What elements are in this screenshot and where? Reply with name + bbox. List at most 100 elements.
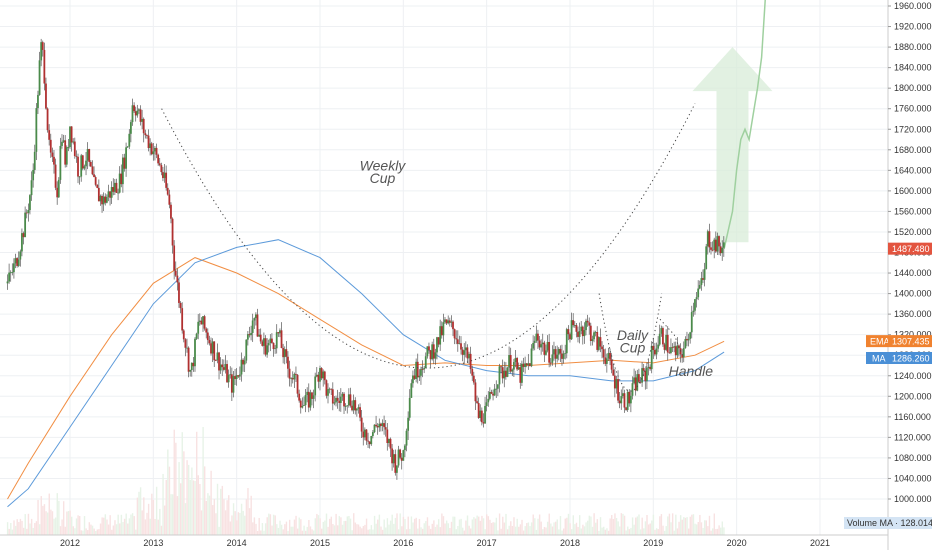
volume-bar [115,524,118,535]
volume-bar [410,516,413,535]
price-axis[interactable]: 1960.000 1920.000 1880.000 1840.000 1800.000… [887,0,932,550]
volume-bar [181,432,183,535]
candle-body [567,329,570,335]
candle-body [88,149,91,162]
volume-bar [369,529,371,535]
candle-body [158,163,161,166]
candle-body [178,282,180,303]
price-tick-label: 1640.000 [894,165,932,175]
volume-bar [359,526,361,535]
candle-body [333,402,336,404]
volume-bar [210,470,212,535]
volume-bar [77,515,79,535]
candle-body [418,375,421,378]
volume-bar [250,495,252,535]
volume-bar [349,518,352,535]
candle-body [138,109,140,111]
volume-bar [365,518,368,535]
volume-bar [130,514,132,535]
candle-body [213,341,216,361]
candle-body [61,141,63,146]
price-tick-label: 1160.000 [894,412,931,422]
volume-bar [165,479,167,535]
volume-ma-badge [844,517,932,529]
candle-body [62,140,65,142]
candle-body [394,454,397,473]
candle-body [173,245,176,271]
candle-body [597,337,600,350]
time-axis[interactable]: 2012 2013 2014 2015 2016 2017 2018 2019 2020 2021 [0,534,888,548]
volume-bar [195,431,198,535]
candle-body [96,184,99,188]
candle-body [649,366,652,370]
volume-bar [473,517,475,535]
projection-arrow [692,47,773,243]
time-tick-label: 2012 [60,538,80,548]
candle-body [689,332,692,339]
price-tick-label: 1520.000 [894,227,932,237]
volume-bar [42,505,44,535]
candle-body [522,363,525,367]
candle-body [508,355,510,368]
candle-body [458,343,461,345]
volume-bar [314,518,316,535]
volume-bar [548,513,550,535]
candle-body [30,180,33,196]
candle-body [468,353,470,359]
candle-body [362,431,365,438]
volume-bar [683,517,685,535]
volume-bar [638,514,640,535]
volume-bar [643,528,645,535]
volume-bar [144,519,147,535]
volume-bar [450,521,453,535]
volume-bar [647,524,650,535]
candle-body [343,393,345,407]
volume-bar [575,522,578,535]
candle-body [296,374,299,394]
volume-bar [168,466,171,535]
candle-body [618,400,621,404]
volume-bar [170,494,172,535]
volume-bar [444,523,446,535]
candle-body [415,361,418,379]
volume-bar [40,496,42,535]
volume-bar [671,513,674,535]
candle-body [404,445,406,451]
candle-body [416,361,419,378]
candle-body [14,258,17,264]
volume-bar [511,525,514,535]
candle-body [229,374,232,376]
volume-bar [546,521,549,535]
volume-bar [163,505,166,535]
candle-body [412,375,414,384]
candle-body [716,236,719,252]
candle-body [641,368,643,383]
volume-bar [50,509,52,535]
volume-bar [588,515,591,535]
moving-average-lines [7,239,725,508]
candle-body [708,231,711,248]
candle-body [246,334,249,340]
volume-bar [216,483,219,535]
candle-body [498,366,501,385]
candle-body [277,332,280,334]
volume-ma-legend: Volume MA · 128.014K [844,517,932,529]
price-tick-label: 1960.000 [894,1,932,11]
volume-bar [394,517,397,535]
candle-body [500,366,502,368]
candle-body [190,362,193,371]
candle-body [29,195,31,211]
volume-bar [668,513,671,535]
volume-bar [322,521,324,535]
candle-body [516,358,518,370]
candle-body [67,147,70,148]
volume-bar [208,495,211,535]
candle-body [134,111,137,116]
volume-bar [149,518,151,535]
price-tick-label: 1000.000 [894,494,932,504]
candle-body [56,187,59,198]
candle-body [104,196,107,203]
volume-bar [622,513,624,535]
volume-bar [676,528,679,535]
